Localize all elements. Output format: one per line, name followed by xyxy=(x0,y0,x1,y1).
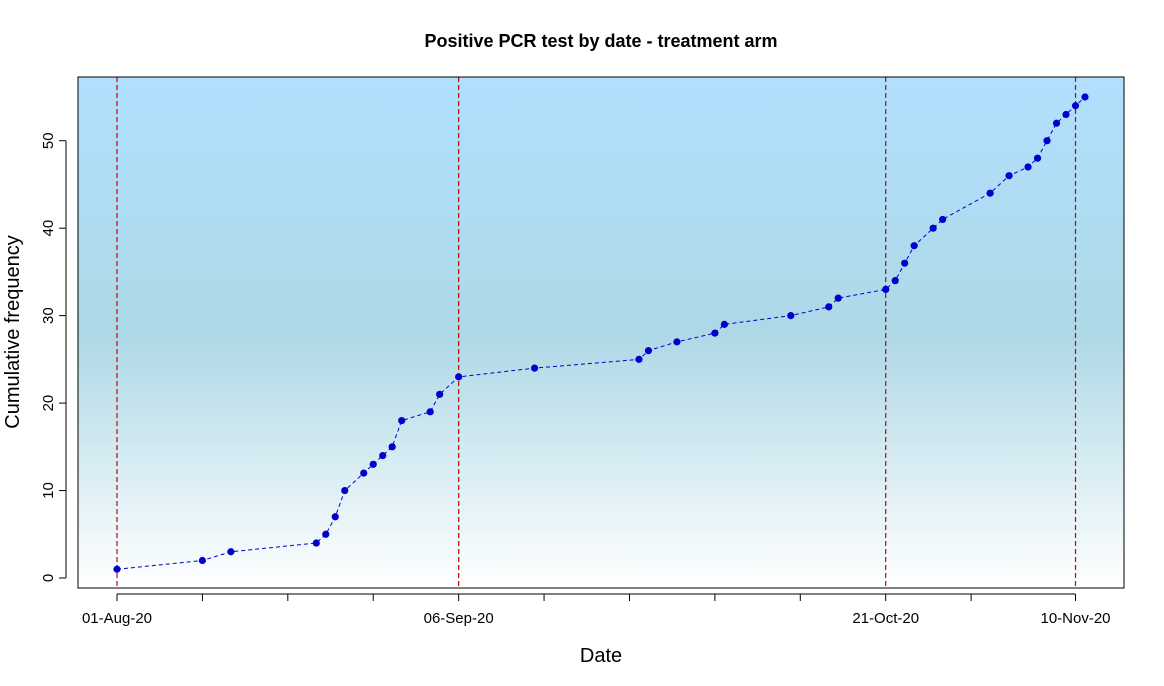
data-point xyxy=(369,460,377,468)
y-tick-label: 30 xyxy=(40,307,57,324)
data-point xyxy=(882,285,890,293)
reference-lines xyxy=(116,77,1077,588)
data-point xyxy=(530,364,539,372)
data-point xyxy=(891,277,899,285)
data-point xyxy=(939,215,947,224)
data-point xyxy=(360,469,368,477)
x-axis: 01-Aug-20 06-Sep-20 21-Oct-20 10-Nov-20 xyxy=(82,593,1111,627)
data-point xyxy=(720,320,728,328)
data-point xyxy=(398,416,406,425)
data-point xyxy=(227,548,235,556)
data-point xyxy=(635,355,643,363)
y-tick-label: 40 xyxy=(40,220,57,237)
data-point xyxy=(426,408,434,416)
data-point xyxy=(455,373,463,381)
data-point xyxy=(331,513,339,521)
data-point xyxy=(825,303,833,311)
data-point xyxy=(1071,102,1080,110)
x-tick-label: 06-Sep-20 xyxy=(424,610,494,627)
chart-title: Positive PCR test by date - treatment ar… xyxy=(424,31,777,51)
data-point xyxy=(1081,93,1089,101)
data-point xyxy=(322,530,330,538)
y-axis: 0 10 20 30 40 50 xyxy=(40,132,67,582)
x-tick-label: 10-Nov-20 xyxy=(1040,610,1110,627)
data-point xyxy=(1043,137,1051,145)
series-line xyxy=(116,96,1086,570)
data-point xyxy=(929,224,937,232)
data-point xyxy=(711,329,719,337)
y-tick-label: 0 xyxy=(40,574,57,582)
data-point xyxy=(787,312,795,320)
plot-background xyxy=(78,77,1124,588)
data-point xyxy=(673,338,681,346)
data-point xyxy=(1033,154,1042,162)
data-point xyxy=(986,189,994,197)
data-points xyxy=(113,93,1089,573)
plot-frame xyxy=(77,76,1125,589)
data-point xyxy=(436,390,444,398)
y-tick-label: 20 xyxy=(40,395,57,412)
data-point xyxy=(910,242,918,250)
data-point xyxy=(312,539,320,547)
data-point xyxy=(379,451,387,460)
data-point xyxy=(1062,110,1070,119)
y-axis-label: Cumulative frequency xyxy=(2,235,24,428)
data-point xyxy=(1024,163,1032,171)
data-point xyxy=(1052,119,1061,127)
data-point xyxy=(1005,172,1013,180)
data-point xyxy=(834,294,842,302)
x-tick-label: 21-Oct-20 xyxy=(852,610,919,627)
data-point xyxy=(198,556,207,565)
data-point xyxy=(113,565,121,573)
y-tick-label: 10 xyxy=(40,482,57,499)
y-tick-label: 50 xyxy=(40,132,57,149)
x-axis-label: Date xyxy=(580,645,622,667)
data-point xyxy=(341,486,349,495)
x-tick-label: 01-Aug-20 xyxy=(82,610,152,627)
data-point xyxy=(388,443,396,451)
data-point xyxy=(901,259,909,267)
data-point xyxy=(644,347,653,355)
